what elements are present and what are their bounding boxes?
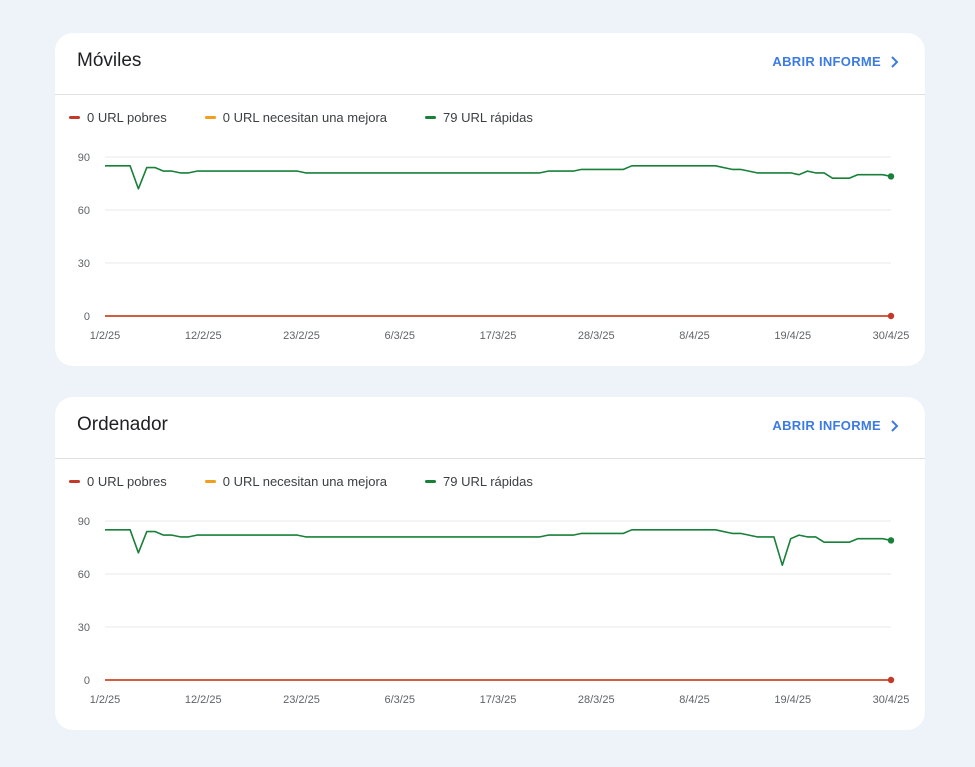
series-end-marker bbox=[887, 312, 895, 320]
x-tick-label: 28/3/25 bbox=[578, 330, 615, 342]
legend-label: 0 URL necesitan una mejora bbox=[222, 110, 388, 125]
legend-label: 0 URL pobres bbox=[87, 110, 167, 125]
open-report-button[interactable]: ABRIR INFORME bbox=[772, 54, 901, 69]
open-report-label: ABRIR INFORME bbox=[772, 418, 881, 433]
y-tick-label: 0 bbox=[84, 675, 90, 687]
legend-swatch bbox=[425, 116, 437, 119]
open-report-label: ABRIR INFORME bbox=[772, 54, 881, 69]
line-chart: 90 60 30 01/2/25 12/2/25 23/2/25 6/3/25 17/3/25… bbox=[78, 516, 910, 706]
x-tick-label: 23/2/25 bbox=[283, 330, 320, 342]
open-report-button[interactable]: ABRIR INFORME bbox=[772, 418, 901, 433]
legend-swatch bbox=[69, 480, 80, 483]
legend-swatch bbox=[425, 480, 437, 483]
legend-swatch bbox=[204, 480, 216, 483]
legend-item-needs-improvement[interactable]: 0 URL necesitan una mejora bbox=[204, 110, 388, 125]
x-tick-label: 17/3/25 bbox=[480, 330, 517, 342]
card-header: Móviles ABRIR INFORME bbox=[55, 33, 925, 95]
legend-label: 79 URL rápidas bbox=[443, 474, 533, 489]
legend-swatch bbox=[69, 116, 80, 119]
x-tick-label: 30/4/25 bbox=[873, 330, 910, 342]
y-tick-label: 90 bbox=[78, 152, 90, 164]
y-tick-label: 60 bbox=[78, 569, 90, 581]
line-chart: 90 60 30 01/2/25 12/2/25 23/2/25 6/3/25 17/3/25… bbox=[78, 152, 910, 342]
card-title: Ordenador bbox=[77, 414, 168, 435]
y-tick-label: 60 bbox=[78, 205, 90, 217]
x-tick-label: 30/4/25 bbox=[873, 694, 910, 706]
x-tick-label: 12/2/25 bbox=[185, 330, 222, 342]
legend-label: 79 URL rápidas bbox=[443, 110, 533, 125]
series-line bbox=[105, 529, 892, 566]
y-tick-label: 30 bbox=[78, 622, 90, 634]
card-title: Móviles bbox=[77, 50, 142, 71]
chevron-right-icon bbox=[891, 55, 899, 68]
series-end-marker bbox=[887, 537, 895, 544]
x-tick-label: 12/2/25 bbox=[185, 694, 222, 706]
chevron-right-icon bbox=[891, 419, 899, 432]
legend-swatch bbox=[204, 116, 216, 119]
legend-item-poor[interactable]: 0 URL pobres bbox=[69, 474, 167, 489]
series-line bbox=[105, 165, 892, 190]
legend-label: 0 URL pobres bbox=[87, 474, 167, 489]
legend: 0 URL pobres 0 URL necesitan una mejora … bbox=[69, 110, 571, 125]
x-tick-label: 17/3/25 bbox=[480, 694, 517, 706]
series-end-marker bbox=[887, 676, 895, 684]
y-tick-label: 90 bbox=[78, 516, 90, 528]
series-end-marker bbox=[887, 173, 895, 180]
x-tick-label: 1/2/25 bbox=[90, 330, 121, 342]
x-tick-label: 23/2/25 bbox=[283, 694, 320, 706]
card-ordenador: Ordenador ABRIR INFORME 0 URL pobres 0 U… bbox=[55, 397, 925, 730]
x-tick-label: 1/2/25 bbox=[90, 694, 121, 706]
legend-item-needs-improvement[interactable]: 0 URL necesitan una mejora bbox=[204, 474, 388, 489]
legend: 0 URL pobres 0 URL necesitan una mejora … bbox=[69, 474, 571, 489]
legend-item-fast[interactable]: 79 URL rápidas bbox=[425, 110, 533, 125]
card-header: Ordenador ABRIR INFORME bbox=[55, 397, 925, 459]
x-tick-label: 8/4/25 bbox=[679, 330, 710, 342]
x-tick-label: 28/3/25 bbox=[578, 694, 615, 706]
legend-item-poor[interactable]: 0 URL pobres bbox=[69, 110, 167, 125]
x-tick-label: 6/3/25 bbox=[384, 694, 415, 706]
y-tick-label: 0 bbox=[84, 311, 90, 323]
x-tick-label: 6/3/25 bbox=[384, 330, 415, 342]
x-tick-label: 19/4/25 bbox=[774, 694, 811, 706]
card-moviles: Móviles ABRIR INFORME 0 URL pobres 0 URL… bbox=[55, 33, 925, 366]
legend-item-fast[interactable]: 79 URL rápidas bbox=[425, 474, 533, 489]
x-tick-label: 8/4/25 bbox=[679, 694, 710, 706]
x-tick-label: 19/4/25 bbox=[774, 330, 811, 342]
y-tick-label: 30 bbox=[78, 258, 90, 270]
legend-label: 0 URL necesitan una mejora bbox=[222, 474, 388, 489]
